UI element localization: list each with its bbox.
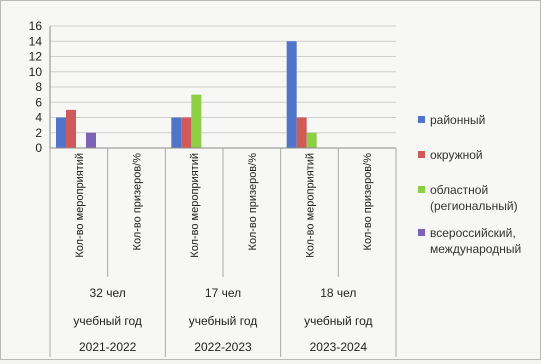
category-label: Кол-во мероприятий (189, 153, 201, 258)
category-label: Кол-во призеров/% (132, 153, 144, 251)
legend-label: всероссийский, международный (430, 226, 521, 256)
legend-label: областной (региональный) (430, 183, 518, 213)
legend-swatch (418, 229, 425, 236)
gridlines (50, 25, 396, 149)
group-count-label: 32 чел (90, 286, 126, 300)
category-label: Кол-во призеров/% (247, 153, 259, 251)
y-tick-label: 14 (29, 34, 43, 48)
bar (296, 117, 307, 148)
bars (56, 41, 317, 148)
bar (286, 41, 297, 148)
bar (191, 94, 202, 148)
legend-label: окружной (430, 148, 483, 162)
y-tick-label: 4 (35, 111, 42, 125)
legend-swatch (418, 186, 425, 193)
bar (306, 132, 317, 148)
group-year-label: 2023-2024 (310, 340, 368, 354)
y-tick-label: 2 (35, 126, 42, 140)
group-period-label: учебный год (189, 314, 257, 328)
group-year-label: 2021-2022 (79, 340, 137, 354)
y-tick-label: 0 (35, 141, 42, 155)
legend-swatch (418, 151, 425, 158)
bar (86, 132, 96, 148)
y-tick-label: 6 (35, 95, 42, 109)
category-label: Кол-во мероприятий (74, 153, 86, 258)
bar (171, 117, 182, 148)
category-label: Кол-во призеров/% (362, 153, 374, 251)
legend: районный окружной областной (региональный) в… (418, 113, 521, 256)
category-label: Кол-во мероприятий (305, 153, 317, 258)
group-count-label: 18 чел (320, 286, 356, 300)
group-period-label: учебный год (73, 314, 141, 328)
bar (181, 117, 192, 148)
group-year-label: 2022-2023 (194, 340, 252, 354)
legend-swatch (418, 116, 425, 123)
group-period-label: учебный год (304, 314, 372, 328)
y-tick-label: 8 (35, 80, 42, 94)
bar (66, 109, 76, 148)
y-tick-label: 16 (29, 19, 43, 33)
y-tick-label: 12 (29, 50, 43, 64)
bar (56, 117, 66, 148)
legend-label: районный (430, 113, 485, 127)
x-axis: Кол-во мероприятий Кол-во призеров/% Кол-в… (49, 147, 397, 357)
group-count-label: 17 чел (205, 286, 241, 300)
y-tick-label: 10 (29, 65, 43, 79)
